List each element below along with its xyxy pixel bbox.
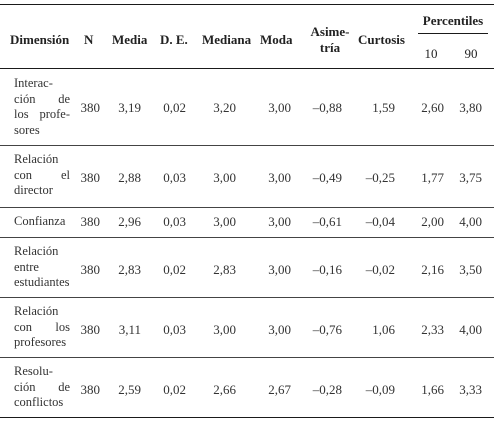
header-percentiles: Percentiles: [422, 13, 484, 28]
cell-curtosis: –0,25: [365, 170, 395, 185]
dimension-label: ción de: [14, 379, 70, 394]
table-top-rule: [0, 4, 494, 5]
cell-media: 3,19: [118, 100, 141, 115]
row-separator: [0, 207, 494, 208]
header-asimetria-line2: tría: [319, 40, 341, 55]
cell-p90: 3,50: [459, 262, 482, 277]
header-mediana: Mediana: [202, 32, 252, 47]
cell-n: 380: [80, 262, 101, 277]
cell-moda: 3,00: [268, 170, 291, 185]
dimension-label: Relación: [14, 244, 59, 258]
dimension-label: Resolu-: [14, 364, 53, 378]
header-moda: Moda: [260, 32, 293, 47]
cell-mediana: 2,66: [213, 382, 236, 397]
header-bottom-rule: [0, 68, 494, 69]
row-separator: [0, 297, 494, 298]
cell-mediana: 3,00: [213, 322, 236, 337]
header-n: N: [84, 32, 94, 47]
dimension-label: entre: [14, 259, 39, 274]
header-asimetria-line1: Asime-: [310, 24, 350, 39]
cell-mediana: 3,00: [213, 170, 236, 185]
dimension-label: con el: [14, 167, 70, 182]
header-p90: 90: [464, 46, 478, 61]
header-dimension: Dimensión: [10, 32, 70, 47]
cell-p10: 2,16: [421, 262, 444, 277]
cell-p90: 3,80: [459, 100, 482, 115]
cell-p90: 4,00: [459, 214, 482, 229]
dimension-label: con los: [14, 319, 70, 334]
dimension-label: Relación: [14, 152, 59, 166]
cell-asimetria: –0,28: [312, 382, 342, 397]
cell-moda: 3,00: [268, 100, 291, 115]
dimension-label: director: [14, 183, 53, 197]
dimension-label: sores: [14, 122, 40, 137]
dimension-label: los profe-: [14, 107, 70, 121]
cell-de: 0,02: [163, 100, 186, 115]
cell-moda: 3,00: [268, 262, 291, 277]
cell-n: 380: [80, 322, 101, 337]
header-de: D. E.: [160, 32, 188, 47]
cell-asimetria: –0,49: [312, 170, 342, 185]
cell-mediana: 3,00: [213, 214, 236, 229]
cell-n: 380: [80, 100, 101, 115]
cell-p10: 2,33: [421, 322, 444, 337]
cell-n: 380: [80, 170, 101, 185]
cell-asimetria: –0,88: [312, 100, 342, 115]
cell-curtosis: –0,09: [365, 382, 395, 397]
cell-p90: 3,33: [459, 382, 482, 397]
cell-moda: 2,67: [268, 382, 291, 397]
cell-de: 0,02: [163, 382, 186, 397]
row-separator: [0, 237, 494, 238]
dimension-label: Relación: [14, 304, 59, 318]
dimension-label: conflictos: [14, 395, 64, 409]
table-bottom-rule: [0, 417, 494, 418]
cell-p90: 3,75: [459, 170, 482, 185]
header-media: Media: [112, 32, 148, 47]
header-p10: 10: [424, 46, 438, 61]
dimension-label: Confianza: [14, 214, 66, 228]
cell-curtosis: 1,59: [372, 100, 395, 115]
cell-media: 3,11: [118, 322, 141, 337]
cell-mediana: 2,83: [213, 262, 236, 277]
cell-de: 0,02: [163, 262, 186, 277]
cell-curtosis: –0,04: [365, 214, 395, 229]
cell-media: 2,96: [118, 214, 141, 229]
cell-media: 2,59: [118, 382, 141, 397]
cell-moda: 3,00: [268, 322, 291, 337]
dimension-label: Interac-: [14, 76, 53, 90]
cell-de: 0,03: [163, 322, 186, 337]
dimension-label: estudiantes: [14, 275, 70, 289]
dimension-label: profesores: [14, 335, 67, 349]
cell-p90: 4,00: [459, 322, 482, 337]
cell-asimetria: –0,61: [312, 214, 342, 229]
cell-mediana: 3,20: [213, 100, 236, 115]
cell-n: 380: [80, 214, 101, 229]
cell-moda: 3,00: [268, 214, 291, 229]
percentiles-rule: [418, 33, 488, 34]
dimension-label: ción de: [14, 91, 70, 106]
cell-p10: 1,77: [421, 170, 444, 185]
cell-de: 0,03: [163, 214, 186, 229]
cell-media: 2,83: [118, 262, 141, 277]
cell-p10: 1,66: [421, 382, 444, 397]
row-separator: [0, 357, 494, 358]
row-separator: [0, 145, 494, 146]
header-curtosis: Curtosis: [358, 32, 405, 47]
cell-asimetria: –0,16: [312, 262, 342, 277]
cell-de: 0,03: [163, 170, 186, 185]
cell-media: 2,88: [118, 170, 141, 185]
cell-n: 380: [80, 382, 101, 397]
cell-asimetria: –0,76: [312, 322, 342, 337]
cell-p10: 2,00: [421, 214, 444, 229]
cell-curtosis: –0,02: [365, 262, 395, 277]
cell-curtosis: 1,06: [372, 322, 395, 337]
cell-p10: 2,60: [421, 100, 444, 115]
